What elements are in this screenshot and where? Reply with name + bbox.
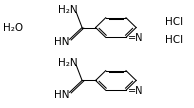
Text: H₂N: H₂N — [58, 5, 77, 15]
Text: H₂N: H₂N — [58, 58, 77, 68]
Text: HCl: HCl — [165, 17, 183, 27]
Text: HCl: HCl — [165, 35, 183, 45]
Text: =N: =N — [127, 33, 143, 43]
Text: HN: HN — [54, 90, 70, 99]
Text: =N: =N — [127, 86, 143, 96]
Text: H₂O: H₂O — [3, 23, 23, 33]
Text: HN: HN — [54, 37, 70, 47]
